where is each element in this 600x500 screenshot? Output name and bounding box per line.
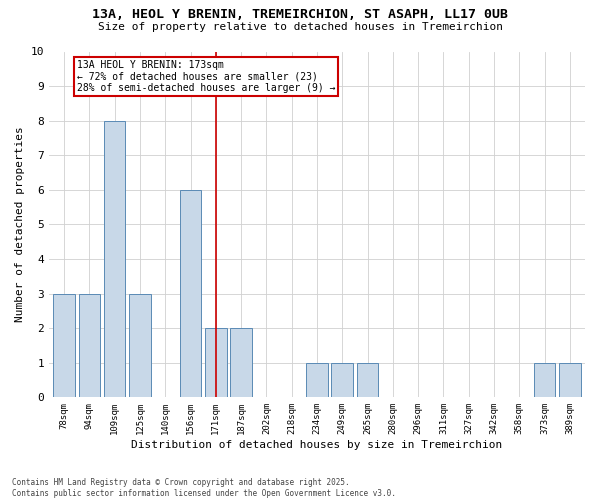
Bar: [79, 294, 100, 398]
Text: Size of property relative to detached houses in Tremeirchion: Size of property relative to detached ho…: [97, 22, 503, 32]
Bar: [534, 362, 555, 398]
Bar: [306, 362, 328, 398]
Text: Contains HM Land Registry data © Crown copyright and database right 2025.
Contai: Contains HM Land Registry data © Crown c…: [12, 478, 396, 498]
Bar: [53, 294, 75, 398]
Bar: [230, 328, 252, 398]
Bar: [559, 362, 581, 398]
Bar: [180, 190, 201, 398]
Text: 13A, HEOL Y BRENIN, TREMEIRCHION, ST ASAPH, LL17 0UB: 13A, HEOL Y BRENIN, TREMEIRCHION, ST ASA…: [92, 8, 508, 20]
Text: 13A HEOL Y BRENIN: 173sqm
← 72% of detached houses are smaller (23)
28% of semi-: 13A HEOL Y BRENIN: 173sqm ← 72% of detac…: [77, 60, 335, 94]
Y-axis label: Number of detached properties: Number of detached properties: [15, 126, 25, 322]
X-axis label: Distribution of detached houses by size in Tremeirchion: Distribution of detached houses by size …: [131, 440, 503, 450]
Bar: [205, 328, 227, 398]
Bar: [331, 362, 353, 398]
Bar: [357, 362, 378, 398]
Bar: [129, 294, 151, 398]
Bar: [104, 120, 125, 398]
